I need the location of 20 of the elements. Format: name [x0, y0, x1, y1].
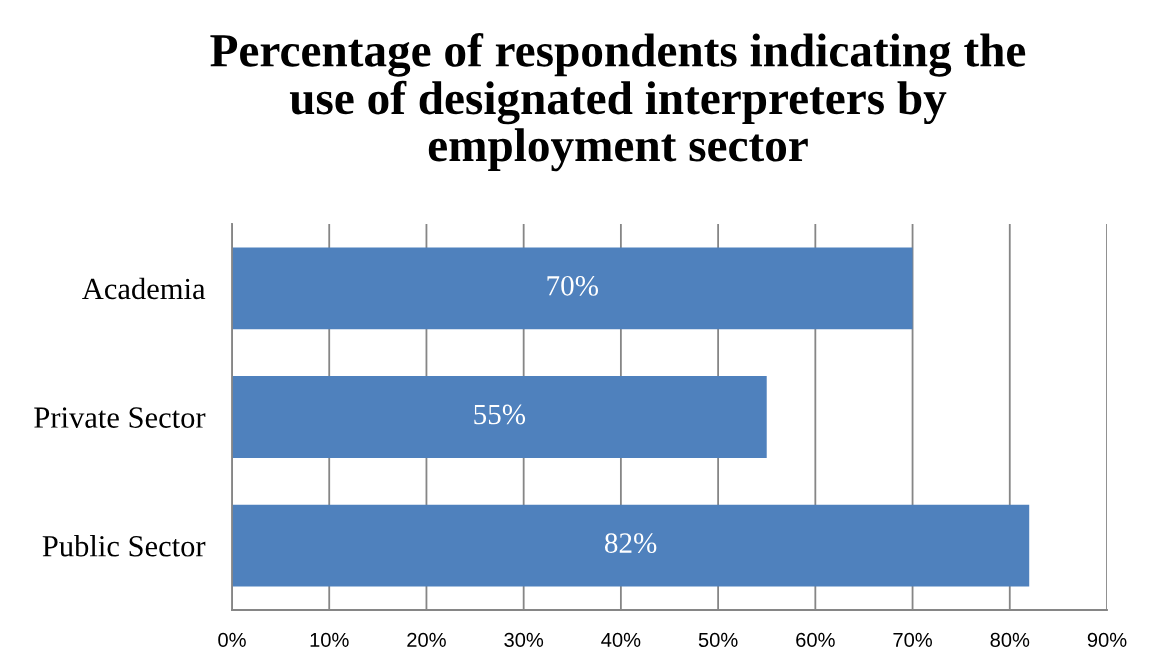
- x-tick-label: 20%: [407, 632, 446, 648]
- data-label: 82%: [604, 533, 657, 554]
- x-tick-label: 90%: [1087, 632, 1127, 648]
- data-label: 70%: [547, 275, 599, 296]
- bar: [232, 247, 913, 330]
- x-tick-label: 10%: [310, 632, 349, 648]
- data-label: 55%: [474, 404, 526, 425]
- x-tick-label: 60%: [796, 632, 835, 648]
- y-tick-label: Private Sector: [34, 407, 206, 428]
- bar: [232, 504, 1030, 587]
- y-tick-label: Public Sector: [42, 535, 206, 557]
- x-tick-label: 40%: [601, 632, 641, 648]
- x-tick-label: 30%: [504, 632, 544, 648]
- bar: [232, 376, 767, 458]
- chart-title: Percentage of respondents indicating the use of designated interpreters by employment sector: [210, 33, 1026, 172]
- x-tick-label: 0%: [218, 632, 246, 648]
- x-tick-label: 50%: [698, 632, 738, 648]
- x-tick-label: 80%: [990, 632, 1030, 648]
- y-tick-label: Academia: [82, 277, 206, 300]
- x-tick-label: 70%: [893, 632, 932, 648]
